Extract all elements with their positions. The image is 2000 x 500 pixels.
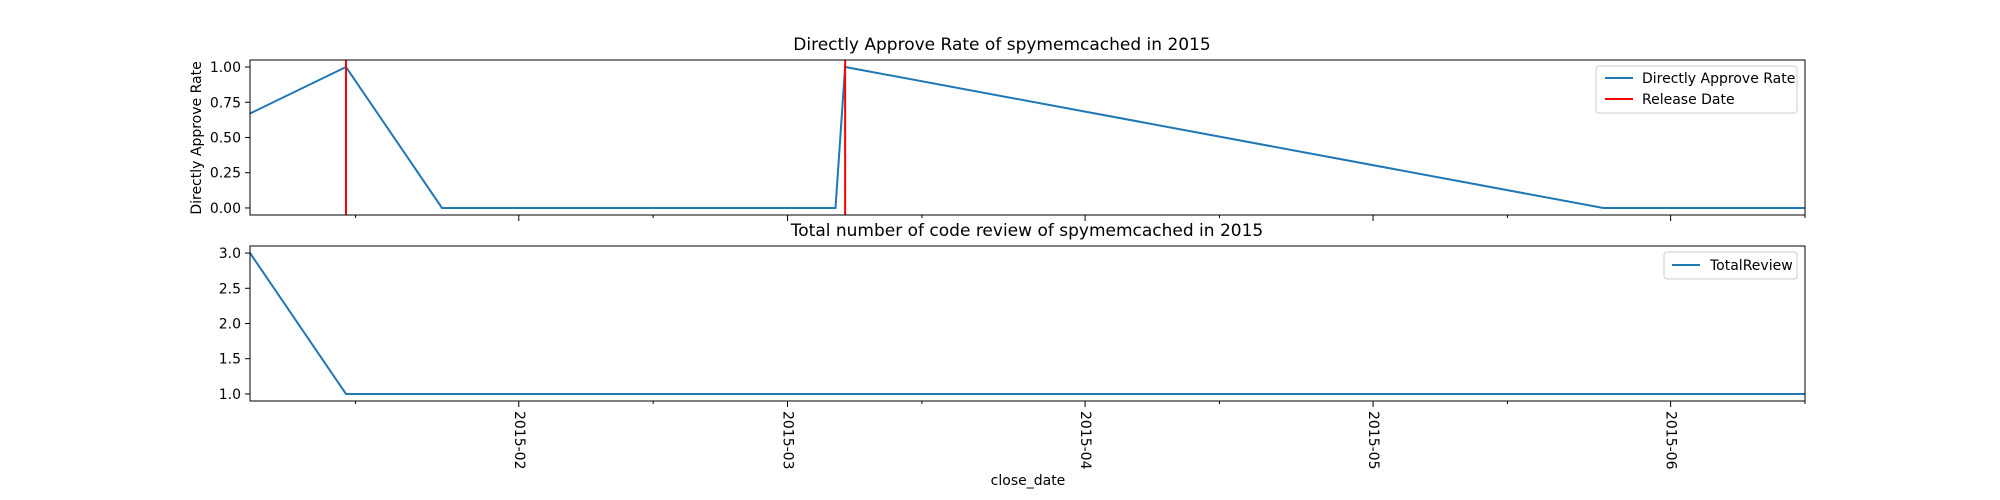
y-tick-label-1-2: 2.0 — [219, 317, 241, 333]
approve-rate-legend-box — [1595, 65, 1798, 114]
y-tick-label-1-4: 3.0 — [219, 246, 241, 262]
x-axis-label: close_date — [991, 473, 1066, 489]
approve-rate-y-ticks: 0.00 0.25 0.50 0.75 1.00 — [210, 60, 250, 217]
series-line-1-0 — [249, 252, 1805, 395]
legend-release-date-label: Release Date — [1642, 92, 1735, 108]
total-review-panel: Total number of code review of spymemcac… — [219, 221, 1806, 489]
total-review-title: Total number of code review of spymemcac… — [790, 221, 1263, 241]
y-tick-label-0-2: 0.50 — [210, 131, 241, 147]
release-date-layer — [344, 60, 847, 215]
total-review-legend: TotalReview — [1663, 251, 1798, 280]
y-tick-label-0-0: 0.00 — [210, 201, 241, 217]
y-tick-label-0-3: 0.75 — [210, 95, 241, 111]
total-review-legend-box — [1663, 251, 1798, 280]
approve-rate-series-layer — [249, 65, 1805, 209]
legend-total-review-label: TotalReview — [1709, 258, 1793, 274]
approve-rate-panel: Directly Approve Rate of spymemcached in… — [189, 35, 1806, 221]
y-tick-label-1-3: 2.5 — [219, 281, 241, 297]
total-review-y-ticks: 1.0 1.5 2.0 2.5 3.0 — [219, 246, 250, 403]
approve-rate-axes-frame — [249, 59, 1806, 216]
x-tick-label-2: 2015-04 — [1077, 411, 1093, 470]
x-tick-label-3: 2015-05 — [1365, 411, 1381, 470]
x-tick-label-4: 2015-06 — [1663, 411, 1679, 470]
x-tick-label-0: 2015-02 — [511, 411, 527, 470]
approve-rate-title: Directly Approve Rate of spymemcached in… — [793, 35, 1210, 55]
approve-rate-y-axis-label: Directly Approve Rate — [189, 61, 205, 214]
total-review-x-ticks: 2015-02 2015-03 2015-04 2015-05 2015-06 — [355, 401, 1806, 470]
total-review-axes-frame — [249, 245, 1806, 402]
x-tick-label-1: 2015-03 — [780, 411, 796, 470]
y-tick-label-0-4: 1.00 — [210, 60, 241, 76]
y-tick-label-1-0: 1.0 — [219, 387, 241, 403]
approve-rate-legend: Directly Approve Rate Release Date — [1595, 65, 1798, 114]
approve-rate-x-ticks — [355, 215, 1806, 221]
total-review-series-layer — [249, 252, 1805, 395]
y-tick-label-0-1: 0.25 — [210, 166, 241, 182]
y-tick-label-1-1: 1.5 — [219, 352, 241, 368]
legend-approve-rate-label: Directly Approve Rate — [1642, 71, 1795, 87]
series-line-0-0 — [249, 65, 1805, 209]
